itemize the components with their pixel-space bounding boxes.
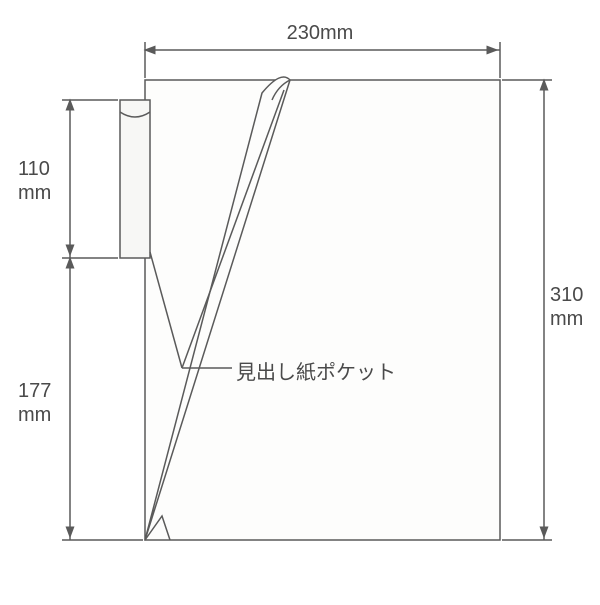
folder-outline <box>145 80 500 540</box>
label-left-lower-2: mm <box>18 404 51 427</box>
label-right-height-1: 310 <box>550 284 583 307</box>
index-pocket <box>120 100 150 258</box>
label-top-width: 230mm <box>260 22 380 45</box>
dimension-diagram: 230mm 310 mm 110 mm 177 mm 見出し紙ポケット <box>0 0 600 600</box>
diagram-svg <box>0 0 600 600</box>
label-left-upper-1: 110 <box>18 158 50 181</box>
label-right-height-2: mm <box>550 308 583 331</box>
label-left-upper-2: mm <box>18 182 51 205</box>
label-callout: 見出し紙ポケット <box>236 356 396 385</box>
label-left-lower-1: 177 <box>18 380 51 403</box>
